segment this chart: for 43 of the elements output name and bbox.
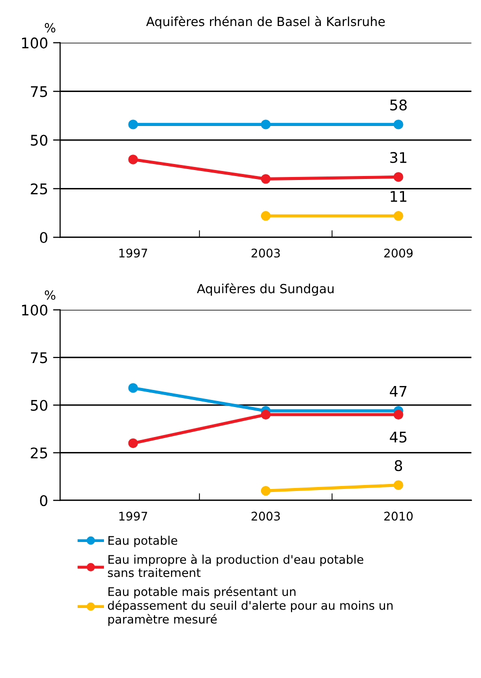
data-label: 11 [390,191,406,202]
x-tick-label: 1997 [119,512,148,521]
y-axis-title: % [44,290,56,300]
point [260,410,271,420]
y-tick-label: 100 [22,37,48,48]
x-tick-label: 2009 [384,248,413,258]
y-tick-label: 50 [30,400,48,411]
x-tick-label: 1997 [119,248,148,258]
chart-title: Aquifères rhénan de Basel à Karlsruhe [146,16,385,29]
point [394,120,404,130]
chart-title: Aquifères du Sundgau [196,283,334,296]
y-tick-label: 75 [30,86,48,98]
point [128,383,138,393]
legend-label: Eau impropre à la production d'eau potable sans traitement [108,554,364,578]
data-label: 45 [390,432,406,443]
point [128,438,138,448]
y-tick-label: 0 [40,232,48,244]
y-tick-label: 25 [30,183,48,194]
point [128,154,138,164]
point [260,211,271,221]
x-tick-label: 2010 [384,512,413,521]
point [394,410,404,420]
data-label: 47 [390,386,406,397]
data-label: 58 [390,99,407,111]
point [394,172,404,182]
y-axis-title: % [44,23,56,33]
data-label: 8 [394,460,402,472]
point [260,486,271,496]
data-label: 31 [390,152,406,164]
legend-label: Eau potable [108,536,178,548]
legend-label: Eau potable mais présentant un dépassement du seuil d'alerte pour au moins un paramètre mesuré [108,586,393,626]
y-tick-label: 50 [30,134,48,146]
y-tick-label: 0 [40,495,48,506]
point [260,174,271,184]
x-tick-label: 2003 [252,512,280,521]
point [128,120,138,130]
y-tick-label: 25 [30,447,48,458]
point [394,480,404,490]
point [260,120,271,130]
x-tick-label: 2003 [252,248,280,258]
y-tick-label: 100 [22,304,48,316]
point [394,211,404,221]
y-tick-label: 75 [30,352,48,364]
